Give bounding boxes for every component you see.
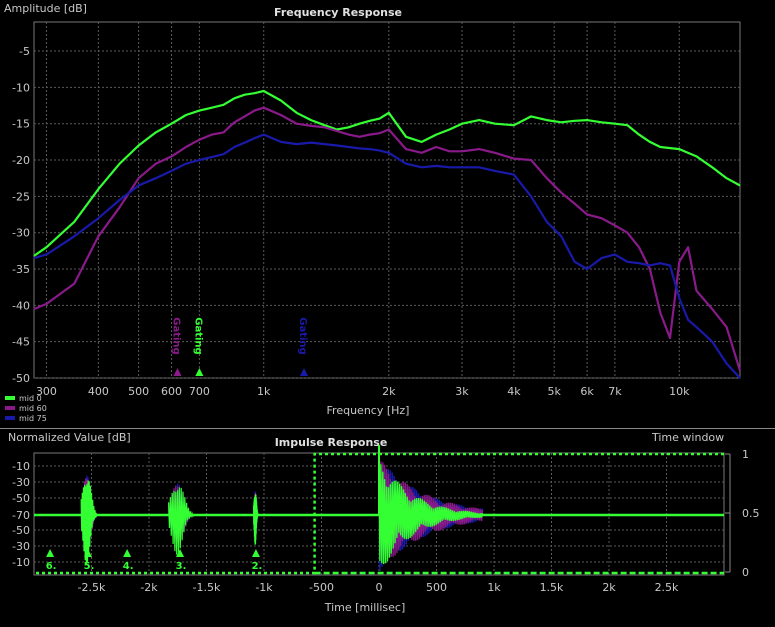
legend-label: mid 0 <box>19 394 42 403</box>
gating-marker <box>300 368 309 376</box>
imp-ylabel: Normalized Value [dB] <box>8 431 131 444</box>
legend-swatch <box>5 416 15 420</box>
gating-marker <box>173 368 182 376</box>
freq-y-tick-label: -5 <box>19 45 30 58</box>
freq-x-tick-label: 4k <box>507 385 521 398</box>
freq-y-tick-label: -40 <box>12 299 30 312</box>
freq-title: Frequency Response <box>274 6 402 19</box>
reflection-marker-label: 2. <box>252 561 263 572</box>
imp-y-tick-label: -30 <box>12 476 30 489</box>
freq-x-tick-label: 3k <box>455 385 469 398</box>
reflection-marker <box>251 549 260 557</box>
freq-y-tick-label: -30 <box>12 227 30 240</box>
impulse-burst-1-trace <box>80 480 98 565</box>
freq-xlabel: Frequency [Hz] <box>327 404 410 417</box>
freq-ylabel: Amplitude [dB] <box>4 2 87 15</box>
freq-plot-frame <box>33 21 741 379</box>
freq-y-tick-label: -25 <box>12 190 30 203</box>
legend-label: mid 60 <box>19 404 47 413</box>
freq-x-tick-label: 600 <box>161 385 182 398</box>
imp-x-tick-label: 2k <box>602 581 616 594</box>
panel-divider <box>0 428 775 429</box>
impulse-burst-2-trace <box>168 487 195 555</box>
freq-y-tick-label: -50 <box>12 372 30 385</box>
freq-x-tick-label: 300 <box>36 385 57 398</box>
gating-annotation: Gating <box>297 317 308 354</box>
time-window-outline <box>36 452 724 575</box>
impulse-burst-4-trace <box>378 457 484 565</box>
imp-x-tick-label: -2.5k <box>78 581 106 594</box>
freq-x-tick-label: 7k <box>608 385 622 398</box>
imp-x-tick-label: -2k <box>140 581 158 594</box>
freq-y-tick-label: -35 <box>12 263 30 276</box>
gating-marker <box>195 368 204 376</box>
imp-x-tick-label: 500 <box>426 581 447 594</box>
imp-title: Impulse Response <box>275 436 388 449</box>
legend-label: mid 75 <box>19 414 47 423</box>
imp-x-tick-label: 0 <box>376 581 383 594</box>
imp-x-tick-label: -1k <box>255 581 273 594</box>
reflection-marker <box>176 549 185 557</box>
reflection-marker-label: 5. <box>84 561 95 572</box>
legend-swatch <box>5 396 15 400</box>
imp-x-tick-label: 1k <box>487 581 501 594</box>
time-window-tick-label: 0 <box>742 566 749 579</box>
imp-y-tick-label: -10 <box>12 460 30 473</box>
imp-y-tick-label: -50 <box>12 524 30 537</box>
freq-y-tick-label: -10 <box>12 81 30 94</box>
freq-x-tick-label: 2k <box>382 385 396 398</box>
freq-y-tick-label: -15 <box>12 118 30 131</box>
freq-y-tick-label: -45 <box>12 336 30 349</box>
freq-y-tick-label: -20 <box>12 154 30 167</box>
freq-x-tick-label: 5k <box>547 385 561 398</box>
reflection-marker-label: 4. <box>123 561 134 572</box>
freq-x-tick-label: 1k <box>257 385 271 398</box>
imp-x-tick-label: -1.5k <box>193 581 221 594</box>
freq-x-tick-label: 700 <box>189 385 210 398</box>
freq-series-line-3 <box>33 133 741 379</box>
reflection-marker <box>46 549 55 557</box>
reflection-marker <box>84 549 93 557</box>
freq-x-tick-label: 10k <box>669 385 690 398</box>
freq-series-line-2 <box>33 106 742 372</box>
freq-x-tick-label: 6k <box>580 385 594 398</box>
time-window-tick-label: 0.5 <box>742 507 760 520</box>
imp-x-tick-label: -500 <box>309 581 334 594</box>
freq-series-line-1 <box>33 89 741 257</box>
reflection-marker <box>123 549 132 557</box>
imp-time-window-label: Time window <box>651 431 724 444</box>
imp-x-tick-label: 2.5k <box>655 581 679 594</box>
gating-annotation: Gating <box>170 317 181 354</box>
imp-x-tick-label: 1.5k <box>540 581 564 594</box>
imp-xlabel: Time [millisec] <box>324 601 406 614</box>
time-window-tick-label: 1 <box>742 448 749 461</box>
imp-y-tick-label: -50 <box>12 492 30 505</box>
imp-y-tick-label: -30 <box>12 540 30 553</box>
freq-x-tick-label: 500 <box>128 385 149 398</box>
reflection-marker-label: 3. <box>176 561 187 572</box>
reflection-marker-label: 6. <box>46 561 57 572</box>
gating-annotation: Gating <box>192 317 203 354</box>
imp-y-tick-label: -70 <box>12 509 30 522</box>
freq-x-tick-label: 400 <box>88 385 109 398</box>
imp-y-tick-label: -10 <box>12 556 30 569</box>
legend-swatch <box>5 406 15 410</box>
